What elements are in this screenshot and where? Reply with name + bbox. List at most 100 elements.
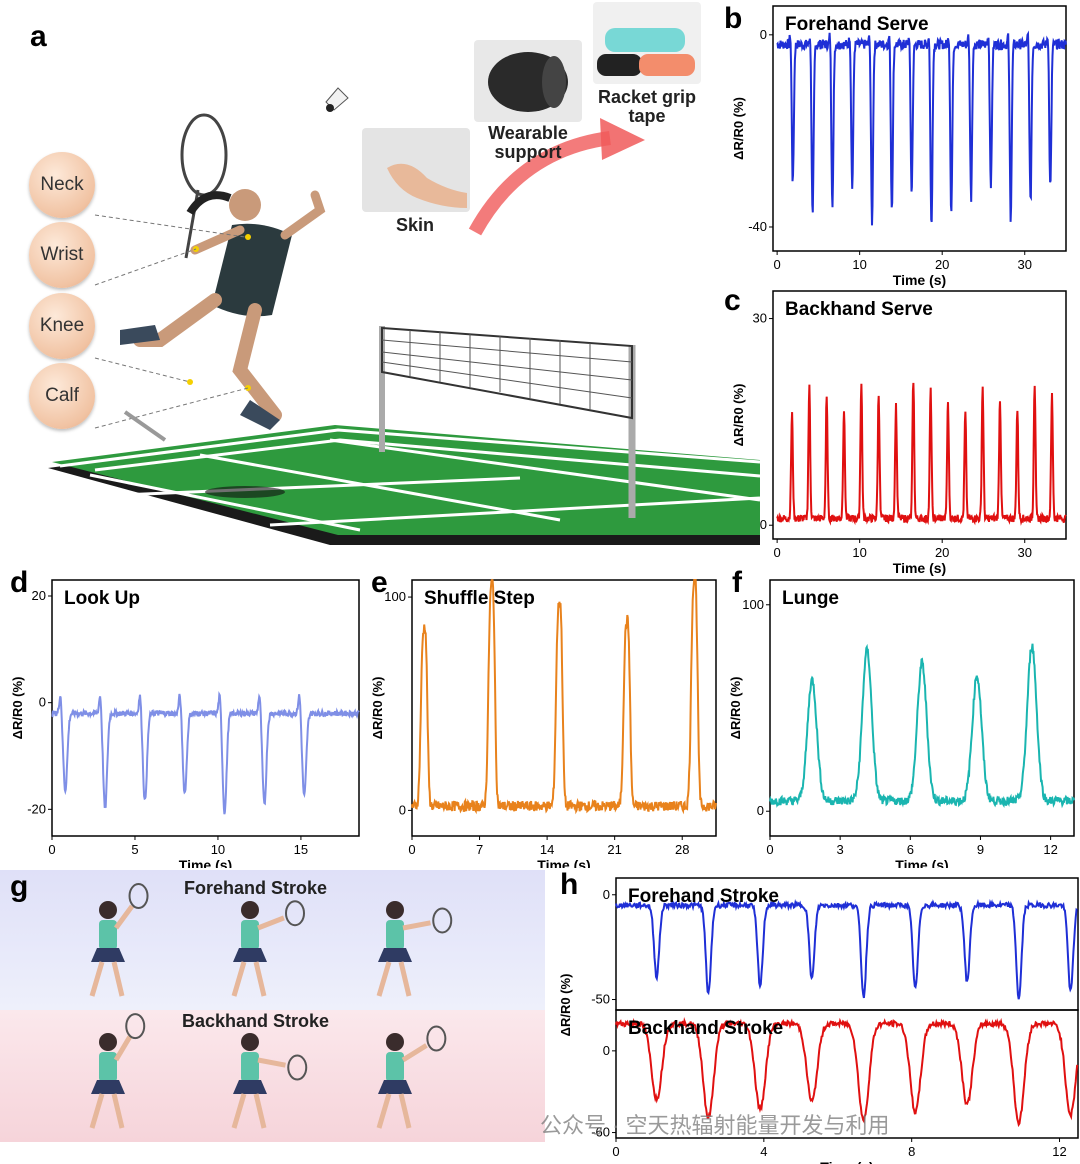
y-tick-label: -60 bbox=[591, 1125, 610, 1140]
x-tick-label: 28 bbox=[675, 842, 689, 857]
x-tick-label: 10 bbox=[852, 257, 866, 272]
x-tick-label: 3 bbox=[837, 842, 844, 857]
x-tick-label: 0 bbox=[408, 842, 415, 857]
y-tick-label: 0 bbox=[760, 517, 767, 532]
y-tick-label: 100 bbox=[742, 597, 764, 612]
y-tick-label: -40 bbox=[748, 219, 767, 234]
chart-title: Backhand Stroke bbox=[628, 1018, 783, 1039]
player-skirt bbox=[233, 948, 267, 962]
chart-title: Forehand Serve bbox=[785, 14, 929, 35]
panel-letter-a: a bbox=[30, 20, 47, 53]
player-torso bbox=[99, 920, 117, 950]
x-tick-label: 15 bbox=[294, 842, 308, 857]
chart-group-c: 0 10 20 30 0 30 Backhand Serve Time (s) ΔR/R0 (%… bbox=[731, 290, 1067, 576]
racket-icon bbox=[432, 907, 453, 934]
chart-group-b: 0 10 20 30 0 -40 Forehand Serve Time (s) ΔR/R0 (… bbox=[731, 5, 1067, 288]
backhand-stroke-title: Backhand Stroke bbox=[182, 1011, 330, 1031]
x-axis-label: Time (s) bbox=[893, 272, 946, 288]
chart-forehand-serve: 0 10 20 30 0 -40 Forehand Serve Time (s) ΔR/R0 (… bbox=[731, 5, 1067, 288]
support-caption: Wearable support bbox=[488, 123, 568, 162]
series-line-c bbox=[776, 382, 1067, 526]
x-tick-label: 0 bbox=[774, 545, 781, 560]
player-torso bbox=[99, 1052, 117, 1082]
player-skirt bbox=[378, 1080, 412, 1094]
player-head bbox=[241, 901, 259, 919]
panel-g: g Forehand Stroke Backhand Stroke bbox=[0, 870, 545, 1142]
player-head bbox=[386, 901, 404, 919]
y-tick-label: 20 bbox=[32, 588, 46, 603]
plot-frame bbox=[772, 5, 1067, 252]
player-head bbox=[241, 1033, 259, 1051]
player-skirt bbox=[91, 1080, 125, 1094]
chart-title: Look Up bbox=[64, 588, 140, 609]
player-legs bbox=[376, 1093, 412, 1129]
player-head bbox=[99, 901, 117, 919]
y-tick-label: 0 bbox=[760, 27, 767, 42]
label-knee: Knee bbox=[29, 293, 95, 359]
x-tick-label: 14 bbox=[540, 842, 554, 857]
grip-photo bbox=[593, 2, 701, 84]
player-skirt bbox=[378, 948, 412, 962]
skin-caption: Skin bbox=[395, 215, 434, 235]
player-torso bbox=[386, 920, 404, 950]
y-axis-label: ΔR/R0 (%) bbox=[728, 677, 743, 740]
y-axis-label: ΔR/R0 (%) bbox=[560, 974, 573, 1037]
y-tick-label: -20 bbox=[27, 801, 46, 816]
player-figure bbox=[231, 900, 306, 997]
chart-title: Backhand Serve bbox=[785, 299, 933, 320]
label-calf: Calf bbox=[29, 363, 95, 429]
label-wrist: Wrist bbox=[29, 222, 95, 288]
y-tick-label: 0 bbox=[399, 802, 406, 817]
athlete-figure bbox=[120, 113, 326, 430]
series-line-e bbox=[411, 578, 717, 815]
player-arm bbox=[257, 915, 285, 931]
y-tick-label: 100 bbox=[384, 589, 406, 604]
player-legs bbox=[376, 961, 412, 997]
series-line-b bbox=[776, 30, 1067, 226]
x-axis-label: Time (s) bbox=[895, 857, 948, 868]
x-tick-label: 0 bbox=[766, 842, 773, 857]
support-photo bbox=[474, 40, 582, 122]
chart-group-d: 0 5 10 15 20 0 -20 Look Up Time (s) ΔR/R0 (%) bbox=[10, 579, 360, 868]
panel-letter-e: e bbox=[371, 566, 388, 599]
player-legs bbox=[231, 961, 267, 997]
series-line-h2 bbox=[615, 1017, 1079, 1128]
player-torso bbox=[386, 1052, 404, 1082]
panel-letter-c: c bbox=[724, 284, 741, 317]
watermark: 公众号 · 空天热辐射能量开发与利用 bbox=[540, 1113, 890, 1138]
y-tick-label: 0 bbox=[757, 803, 764, 818]
panel-letter-d: d bbox=[10, 566, 29, 599]
chart-look-up: 0 5 10 15 20 0 -20 Look Up Time (s) ΔR/R0 (%) bbox=[10, 579, 360, 868]
x-axis-label: Time (s) bbox=[893, 560, 946, 576]
x-tick-label: 8 bbox=[908, 1144, 915, 1159]
chart-group-h1: 0 -50 Forehand Stroke ΔR/R0 (%) bbox=[560, 877, 1079, 1037]
x-tick-label: 30 bbox=[1017, 257, 1031, 272]
panel-letter-f: f bbox=[732, 566, 742, 599]
x-tick-label: 5 bbox=[131, 842, 138, 857]
y-tick-label: 30 bbox=[753, 311, 767, 326]
x-tick-label: 30 bbox=[1017, 545, 1031, 560]
player-torso bbox=[241, 920, 259, 950]
skin-photo bbox=[362, 128, 470, 212]
chart-group-e: 0 7 14 21 28 100 0 Shuffle Step Time (s) ΔR/R0 (%… bbox=[370, 578, 717, 868]
x-tick-label: 0 bbox=[48, 842, 55, 857]
racket-icon bbox=[125, 1013, 146, 1040]
y-tick-label: -50 bbox=[591, 992, 610, 1007]
player-arm bbox=[401, 1043, 428, 1063]
label-neck: Neck bbox=[29, 152, 95, 218]
x-tick-label: 10 bbox=[852, 545, 866, 560]
chart-shuffle-step: 0 7 14 21 28 100 0 Shuffle Step Time (s) ΔR/R0 (%… bbox=[370, 578, 717, 868]
x-axis-label: Time (s) bbox=[179, 857, 232, 868]
x-axis-label: Time (s) bbox=[537, 857, 590, 868]
chart-group-f: 0 3 6 9 12 100 0 Lunge Time (s) ΔR/R0 (%) bbox=[728, 579, 1075, 868]
x-tick-label: 4 bbox=[760, 1144, 767, 1159]
player-figure bbox=[89, 1013, 146, 1129]
y-tick-label: 0 bbox=[603, 887, 610, 902]
player-figure bbox=[376, 901, 453, 997]
player-legs bbox=[231, 1093, 267, 1129]
player-arm bbox=[257, 1057, 286, 1068]
plot-frame bbox=[772, 290, 1067, 540]
court-illustration bbox=[48, 87, 760, 545]
player-head bbox=[386, 1033, 404, 1051]
